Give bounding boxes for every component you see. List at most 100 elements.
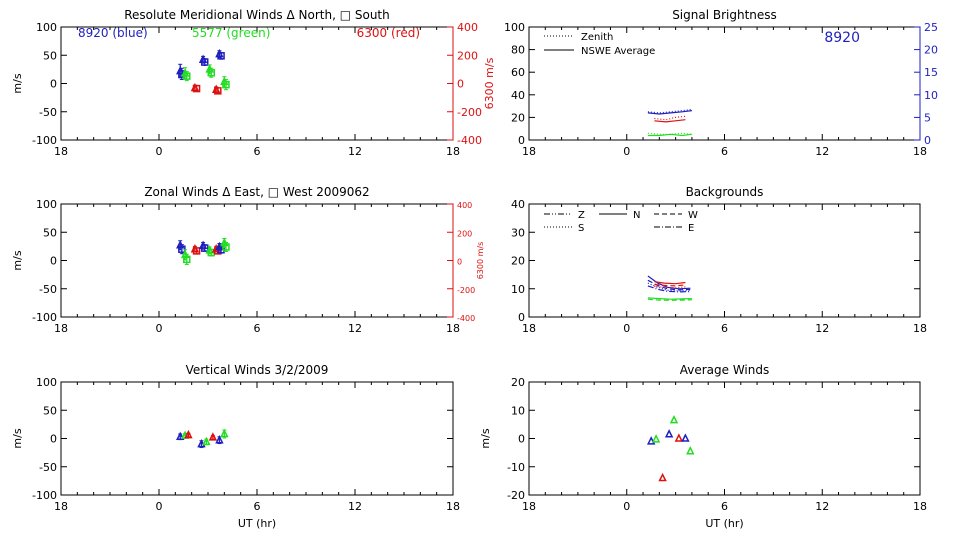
legend: Z N W S E xyxy=(544,210,698,234)
y-axis-label: m/s xyxy=(11,428,24,448)
data-point xyxy=(208,432,218,441)
right-y-tick-label: 20 xyxy=(924,44,938,57)
square-marker xyxy=(222,243,230,251)
square-marker xyxy=(217,52,225,60)
annotation-label: 8920 xyxy=(824,30,860,46)
right-y-tick-label: -200 xyxy=(457,106,482,119)
data-point xyxy=(658,472,667,482)
x-tick-label: 12 xyxy=(815,500,829,513)
chart-title: Zonal Winds Δ East, □ West 2009062 xyxy=(144,185,369,199)
y-tick-label: 10 xyxy=(511,283,525,296)
legend-label: E xyxy=(688,223,694,234)
annotation-label: 8920 (blue) xyxy=(78,26,148,40)
right-y-axis-label: 6300 m/s xyxy=(483,57,496,109)
x-tick-label: 18 xyxy=(54,500,68,513)
x-tick-label: 0 xyxy=(623,322,630,335)
data-point xyxy=(200,244,209,252)
plot-frame xyxy=(60,381,454,496)
data-point xyxy=(202,436,211,446)
right-y-tick-label: -400 xyxy=(457,314,475,323)
square-marker xyxy=(192,84,201,93)
series-line xyxy=(654,285,686,289)
triangle-marker xyxy=(176,431,185,441)
y-tick-label: -50 xyxy=(39,106,57,119)
x-tick-label: 0 xyxy=(623,500,630,513)
y-tick-label: 50 xyxy=(43,226,57,239)
data-point xyxy=(222,79,230,91)
x-tick-label: 12 xyxy=(815,322,829,335)
y-axis-label: m/s xyxy=(11,73,24,93)
y-tick-label: -50 xyxy=(39,461,57,474)
series-line xyxy=(654,119,686,123)
y-tick-label: 100 xyxy=(36,198,57,211)
y-tick-label: -20 xyxy=(507,489,525,502)
y-tick-label: -100 xyxy=(32,134,57,147)
data-point xyxy=(215,435,224,445)
chart-zonal: Zonal Winds Δ East, □ West 2009062 18 0 6 12… xyxy=(11,185,485,335)
square-marker xyxy=(214,87,222,95)
x-tick-label: 6 xyxy=(721,145,728,158)
series-line xyxy=(647,279,691,291)
chart-title: Backgrounds xyxy=(686,185,764,199)
x-tick-label: 12 xyxy=(348,145,362,158)
y-tick-label: 50 xyxy=(43,404,57,417)
y-tick-label: 50 xyxy=(43,49,57,62)
triangle-marker xyxy=(646,436,656,445)
y-tick-label: 40 xyxy=(511,198,525,211)
data-point xyxy=(192,84,201,93)
triangle-marker xyxy=(686,446,695,455)
y-tick-label: 10 xyxy=(511,404,525,417)
series-line xyxy=(654,115,686,121)
x-tick-label: 18 xyxy=(54,145,68,158)
series-line xyxy=(647,297,692,300)
chart-title: Vertical Winds 3/2/2009 xyxy=(186,363,329,377)
chart-meridional: Resolute Meridional Winds Δ North, □ Sou… xyxy=(11,8,496,158)
right-y-tick-label: 400 xyxy=(457,21,478,34)
y-tick-label: 30 xyxy=(511,226,525,239)
y-tick-label: 100 xyxy=(504,21,525,34)
x-tick-label: 18 xyxy=(446,322,460,335)
square-marker xyxy=(178,245,186,253)
x-axis-label: UT (hr) xyxy=(705,517,743,530)
y-tick-label: 40 xyxy=(511,89,525,102)
data-point xyxy=(651,434,661,443)
legend-label: N xyxy=(633,210,640,221)
triangle-marker xyxy=(220,428,229,438)
data-point xyxy=(664,429,674,438)
y-axis-label: m/s xyxy=(11,250,24,270)
x-tick-label: 12 xyxy=(815,145,829,158)
chart-title: Signal Brightness xyxy=(672,8,777,22)
legend-label: Z xyxy=(578,210,585,221)
chart-average: Average Winds 18 0 6 12 18 UT (hr) -20 -10 0 10 20 m… xyxy=(479,363,927,530)
right-y-tick-label: 200 xyxy=(457,49,478,62)
y-tick-label: 20 xyxy=(511,255,525,268)
y-tick-label: 0 xyxy=(50,433,57,446)
legend-label: Zenith xyxy=(581,32,613,43)
right-y-tick-label: 5 xyxy=(924,111,931,124)
y-tick-label: 0 xyxy=(518,433,525,446)
y-tick-label: -100 xyxy=(32,489,57,502)
y-tick-label: 80 xyxy=(511,44,525,57)
right-y-tick-label: 0 xyxy=(924,134,931,147)
right-y-tick-label: 400 xyxy=(457,201,472,210)
y-tick-label: -10 xyxy=(507,461,525,474)
data-point xyxy=(176,431,185,441)
data-point xyxy=(686,446,695,455)
right-y-tick-label: 10 xyxy=(924,89,938,102)
y-axis-label: m/s xyxy=(479,428,492,448)
data-point xyxy=(646,436,656,445)
data-point xyxy=(183,253,191,265)
right-y-tick-label: 15 xyxy=(924,66,938,79)
series-line xyxy=(647,282,691,292)
legend-label: W xyxy=(688,210,698,221)
square-marker xyxy=(200,244,209,252)
y-tick-label: 100 xyxy=(36,21,57,34)
data-point xyxy=(184,429,193,439)
data-point xyxy=(669,414,679,424)
x-tick-label: 18 xyxy=(446,500,460,513)
series-line xyxy=(654,281,686,285)
annotation-label: 6300 (red) xyxy=(357,26,420,40)
x-tick-label: 0 xyxy=(156,145,163,158)
series-line xyxy=(647,133,692,137)
